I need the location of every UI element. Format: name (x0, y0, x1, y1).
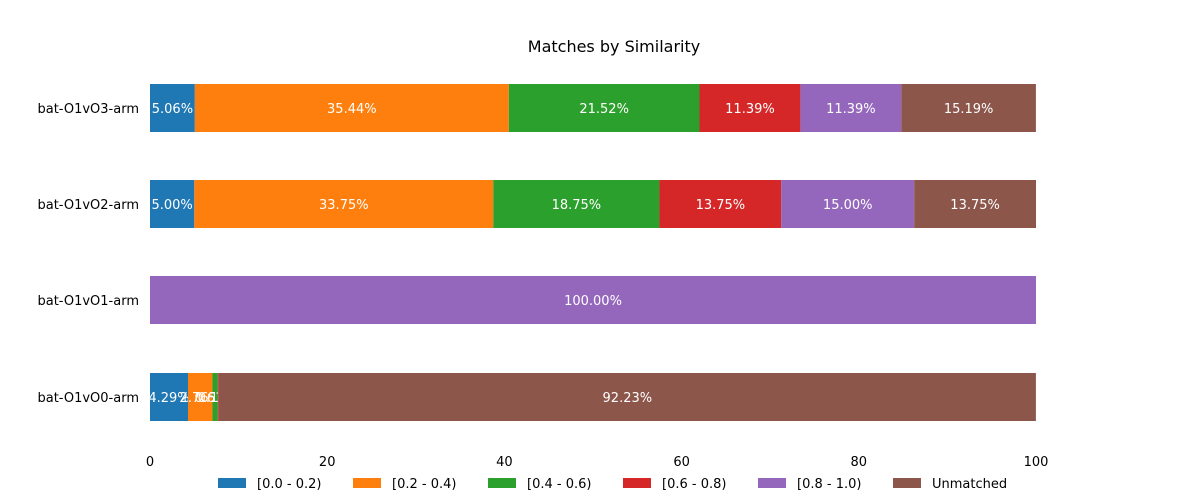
legend-swatch (488, 478, 516, 488)
bar-segment (150, 373, 189, 421)
bars-group: 5.06% 35.44% 21.52% 11.39% 11.39% 15.19% 5.00%… (148, 84, 1036, 421)
bar-segment (493, 180, 660, 228)
x-axis-ticks: 0 20 40 60 80 100 (146, 455, 1049, 470)
bar-data-label: 5.06% (152, 102, 193, 117)
x-tick-label: 80 (851, 455, 868, 470)
bar-data-label: 18.75% (552, 198, 602, 213)
bar-segment (781, 180, 915, 228)
bar-segment (194, 84, 509, 132)
bar-segment (800, 84, 902, 132)
legend-label: [0.6 - 0.8) (662, 477, 726, 492)
bar-data-label: 5.00% (151, 198, 192, 213)
bar-data-label: 4.29% (148, 391, 189, 406)
legend-label: [0.4 - 0.6) (527, 477, 591, 492)
bar-segment (194, 180, 494, 228)
x-tick-label: 40 (496, 455, 513, 470)
bar-data-label: 15.00% (823, 198, 873, 213)
x-tick-label: 100 (1024, 455, 1049, 470)
legend-label: [0.0 - 0.2) (257, 477, 321, 492)
bar-data-label: 15.19% (944, 102, 994, 117)
bar-data-label: 11.39% (725, 102, 775, 117)
bar-segment (218, 373, 1036, 421)
bar-segment (217, 373, 219, 421)
bar-segment (659, 180, 782, 228)
x-tick-label: 60 (673, 455, 690, 470)
legend-item: [0.0 - 0.2) (218, 477, 321, 492)
bar-segment (212, 373, 218, 421)
bar-segment (150, 84, 195, 132)
bar-segment (901, 84, 1036, 132)
legend-item: [0.2 - 0.4) (353, 477, 456, 492)
legend-swatch (758, 478, 786, 488)
bar-segment (914, 180, 1036, 228)
y-tick-label: bat-O1vO2-arm (37, 198, 139, 213)
x-tick-label: 20 (319, 455, 336, 470)
bar-data-label: 21.52% (579, 102, 629, 117)
legend-item: Unmatched (893, 477, 1007, 492)
legend-swatch (218, 478, 246, 488)
legend-item: [0.4 - 0.6) (488, 477, 591, 492)
bar-data-label: 92.23% (603, 391, 653, 406)
bar-segment (188, 373, 213, 421)
bar-data-label: 35.44% (327, 102, 377, 117)
y-tick-label: bat-O1vO1-arm (37, 294, 139, 309)
bar-segment (150, 276, 1036, 324)
legend-item: [0.6 - 0.8) (623, 477, 726, 492)
legend: [0.0 - 0.2) [0.2 - 0.4) [0.4 - 0.6) [0.6 - … (218, 477, 1007, 492)
bar-segment (508, 84, 700, 132)
legend-label: [0.8 - 1.0) (797, 477, 861, 492)
legend-item: [0.8 - 1.0) (758, 477, 861, 492)
bar-data-label: 11.39% (826, 102, 876, 117)
bar-data-label: 100.00% (564, 294, 622, 309)
bar-segment (150, 180, 195, 228)
legend-swatch (353, 478, 381, 488)
bar-data-label: 2.76% (180, 391, 221, 406)
bar-data-label: 33.75% (319, 198, 369, 213)
legend-swatch (623, 478, 651, 488)
bar-data-label: 13.75% (950, 198, 1000, 213)
chart-title: Matches by Similarity (528, 37, 700, 56)
legend-label: Unmatched (932, 477, 1007, 492)
y-axis-labels: bat-O1vO3-arm bat-O1vO2-arm bat-O1vO1-arm b… (37, 102, 139, 406)
y-tick-label: bat-O1vO0-arm (37, 391, 139, 406)
legend-swatch (893, 478, 921, 488)
x-tick-label: 0 (146, 455, 154, 470)
bar-segment (699, 84, 801, 132)
bar-data-label: 13.75% (696, 198, 746, 213)
y-tick-label: bat-O1vO3-arm (37, 102, 139, 117)
legend-label: [0.2 - 0.4) (392, 477, 456, 492)
